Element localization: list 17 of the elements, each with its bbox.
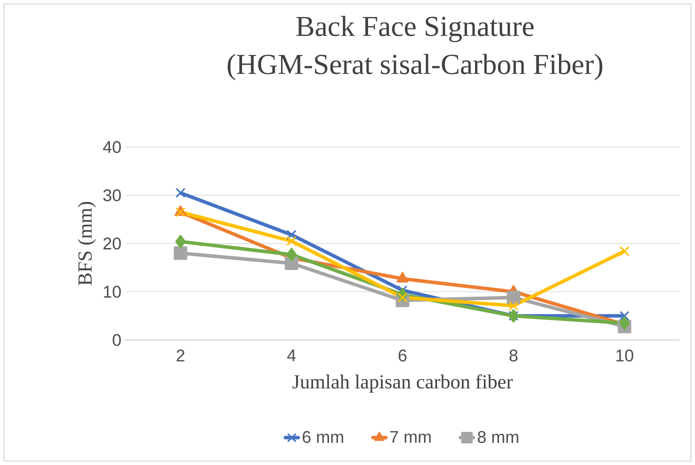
chart-title: Back Face Signature [296, 16, 534, 42]
x-tick-label: 2 [176, 350, 184, 362]
chart-subtitle: (HGM-Serat sisal-Carbon Fiber) [228, 54, 602, 80]
legend-label: 8 mm [478, 431, 518, 444]
y-tick-label: 10 [104, 286, 121, 298]
y-axis-title: BFS (mm) [78, 202, 96, 286]
y-tick-label: 0 [112, 334, 121, 346]
y-tick-label: 40 [103, 140, 121, 153]
legend-label: 6 mm [302, 431, 344, 444]
x-tick-label: 4 [287, 350, 296, 362]
x-tick-label: 8 [510, 350, 518, 362]
x-axis-title: Jumlah lapisan carbon fiber [292, 374, 513, 393]
y-tick-label: 20 [104, 237, 121, 250]
legend-label: 7 mm [390, 431, 431, 443]
x-tick-label: 6 [398, 350, 406, 362]
x-tick-label: 10 [616, 350, 634, 362]
y-tick-label: 30 [103, 189, 121, 202]
